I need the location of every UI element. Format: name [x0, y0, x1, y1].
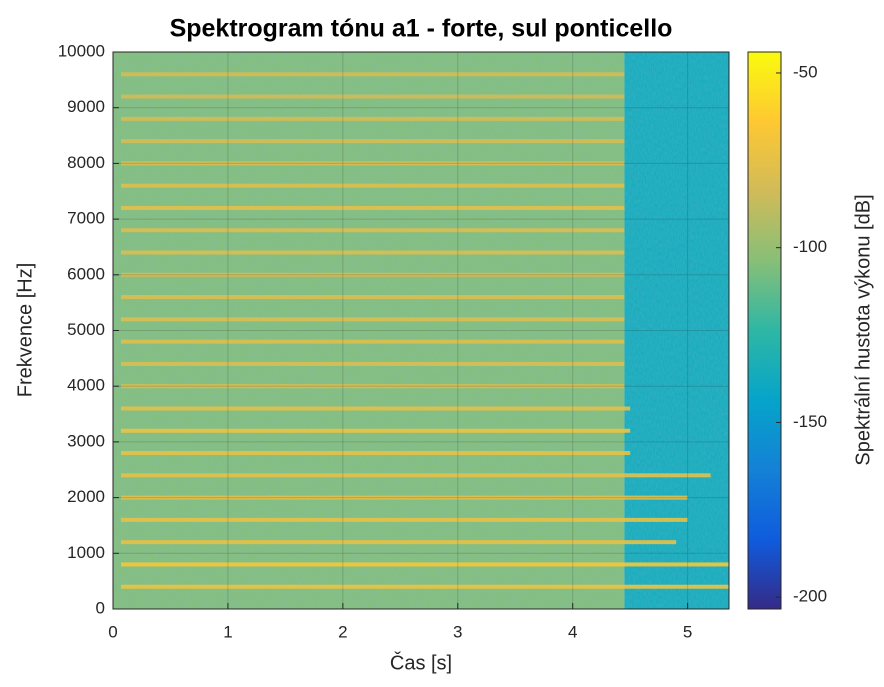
- y-tick-label: 10000: [58, 41, 105, 60]
- harmonic: [121, 317, 625, 322]
- chart-title: Spektrogram tónu a1 - forte, sul pontice…: [170, 15, 673, 43]
- y-tick-label: 5000: [67, 320, 105, 339]
- harmonic: [121, 183, 625, 188]
- colorbar-tick-label: -150: [793, 412, 827, 431]
- colorbar: [747, 51, 782, 610]
- x-tick-label: 3: [453, 622, 462, 641]
- harmonic: [121, 517, 688, 522]
- harmonic: [121, 428, 631, 433]
- plot-area: [113, 52, 729, 609]
- plot-frame: [112, 51, 730, 610]
- y-tick-label: 3000: [67, 431, 105, 450]
- axes: 0 1 2 3 4 5 0 1000 2000 3000 4000 5000 6000 7000 8000 9…: [58, 41, 827, 641]
- harmonic: [121, 72, 625, 77]
- harmonic: [121, 339, 625, 344]
- x-axis-label: Čas [s]: [390, 651, 452, 674]
- harmonic: [121, 584, 729, 589]
- colorbar-label: Spektrální hustota výkonu [dB]: [852, 194, 874, 465]
- y-tick-label: 7000: [67, 209, 105, 228]
- harmonic: [121, 295, 625, 300]
- harmonic: [121, 94, 625, 99]
- harmonic: [121, 562, 729, 567]
- harmonic: [121, 205, 625, 210]
- harmonic: [121, 250, 625, 255]
- y-tick-label: 9000: [67, 97, 105, 116]
- x-tick-label: 1: [223, 622, 232, 641]
- y-tick-label: 8000: [67, 153, 105, 172]
- harmonic: [121, 473, 711, 478]
- y-tick-label: 0: [96, 598, 105, 617]
- harmonic: [121, 451, 631, 456]
- harmonic: [121, 139, 625, 144]
- y-axis-label: Frekvence [Hz]: [14, 263, 36, 397]
- harmonic: [121, 272, 625, 277]
- y-tick-label: 4000: [67, 376, 105, 395]
- harmonic: [121, 361, 625, 366]
- y-tick-label: 1000: [67, 543, 105, 562]
- y-tick-label: 6000: [67, 264, 105, 283]
- x-tick-label: 0: [108, 622, 117, 641]
- harmonic: [121, 384, 625, 389]
- harmonic: [121, 116, 625, 121]
- x-tick-label: 2: [338, 622, 347, 641]
- harmonic: [121, 161, 625, 166]
- colorbar-tick-label: -100: [793, 237, 827, 256]
- harmonic: [121, 495, 688, 500]
- harmonic: [121, 540, 677, 545]
- y-tick-label: 2000: [67, 487, 105, 506]
- x-tick-label: 5: [683, 622, 692, 641]
- x-tick-label: 4: [568, 622, 577, 641]
- colorbar-tick-label: -200: [793, 587, 827, 606]
- colorbar-tick-label: -50: [793, 62, 818, 81]
- harmonic: [121, 406, 631, 411]
- harmonic: [121, 228, 625, 233]
